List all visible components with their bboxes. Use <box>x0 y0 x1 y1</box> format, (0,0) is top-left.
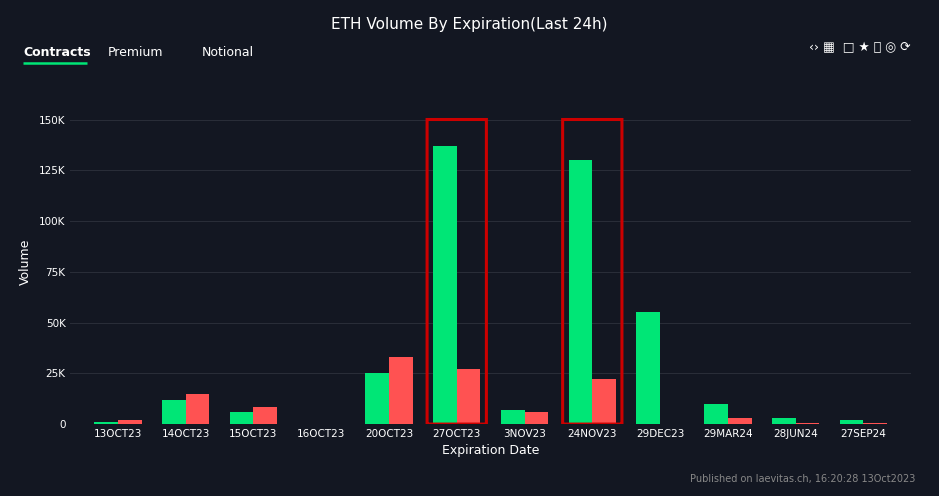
Bar <box>433 146 456 424</box>
Bar <box>389 357 412 424</box>
Bar <box>728 418 751 424</box>
Bar <box>500 410 525 424</box>
Bar <box>704 404 728 424</box>
Bar <box>772 418 795 424</box>
Text: Published on laevitas.ch, 16:20:28 13Oct2023: Published on laevitas.ch, 16:20:28 13Oct… <box>690 474 916 484</box>
Text: Premium: Premium <box>108 46 163 59</box>
Bar <box>230 412 254 424</box>
Bar <box>795 423 820 424</box>
Bar <box>365 373 389 424</box>
Bar <box>254 407 277 424</box>
Bar <box>456 369 481 424</box>
Text: Contracts: Contracts <box>23 46 91 59</box>
Bar <box>186 394 209 424</box>
Text: ‹› ▦  □ ★ ⛶ ◎ ⟳: ‹› ▦ □ ★ ⛶ ◎ ⟳ <box>809 41 911 54</box>
Bar <box>525 412 548 424</box>
Text: ETH Volume By Expiration(Last 24h): ETH Volume By Expiration(Last 24h) <box>331 17 608 32</box>
Bar <box>569 160 593 424</box>
Bar <box>162 400 186 424</box>
Text: Notional: Notional <box>202 46 254 59</box>
Bar <box>637 312 660 424</box>
Bar <box>118 420 142 424</box>
Bar <box>94 422 118 424</box>
Bar <box>863 423 887 424</box>
Bar <box>839 420 863 424</box>
Bar <box>593 379 616 424</box>
X-axis label: Expiration Date: Expiration Date <box>442 444 539 457</box>
Y-axis label: Volume: Volume <box>19 239 32 285</box>
